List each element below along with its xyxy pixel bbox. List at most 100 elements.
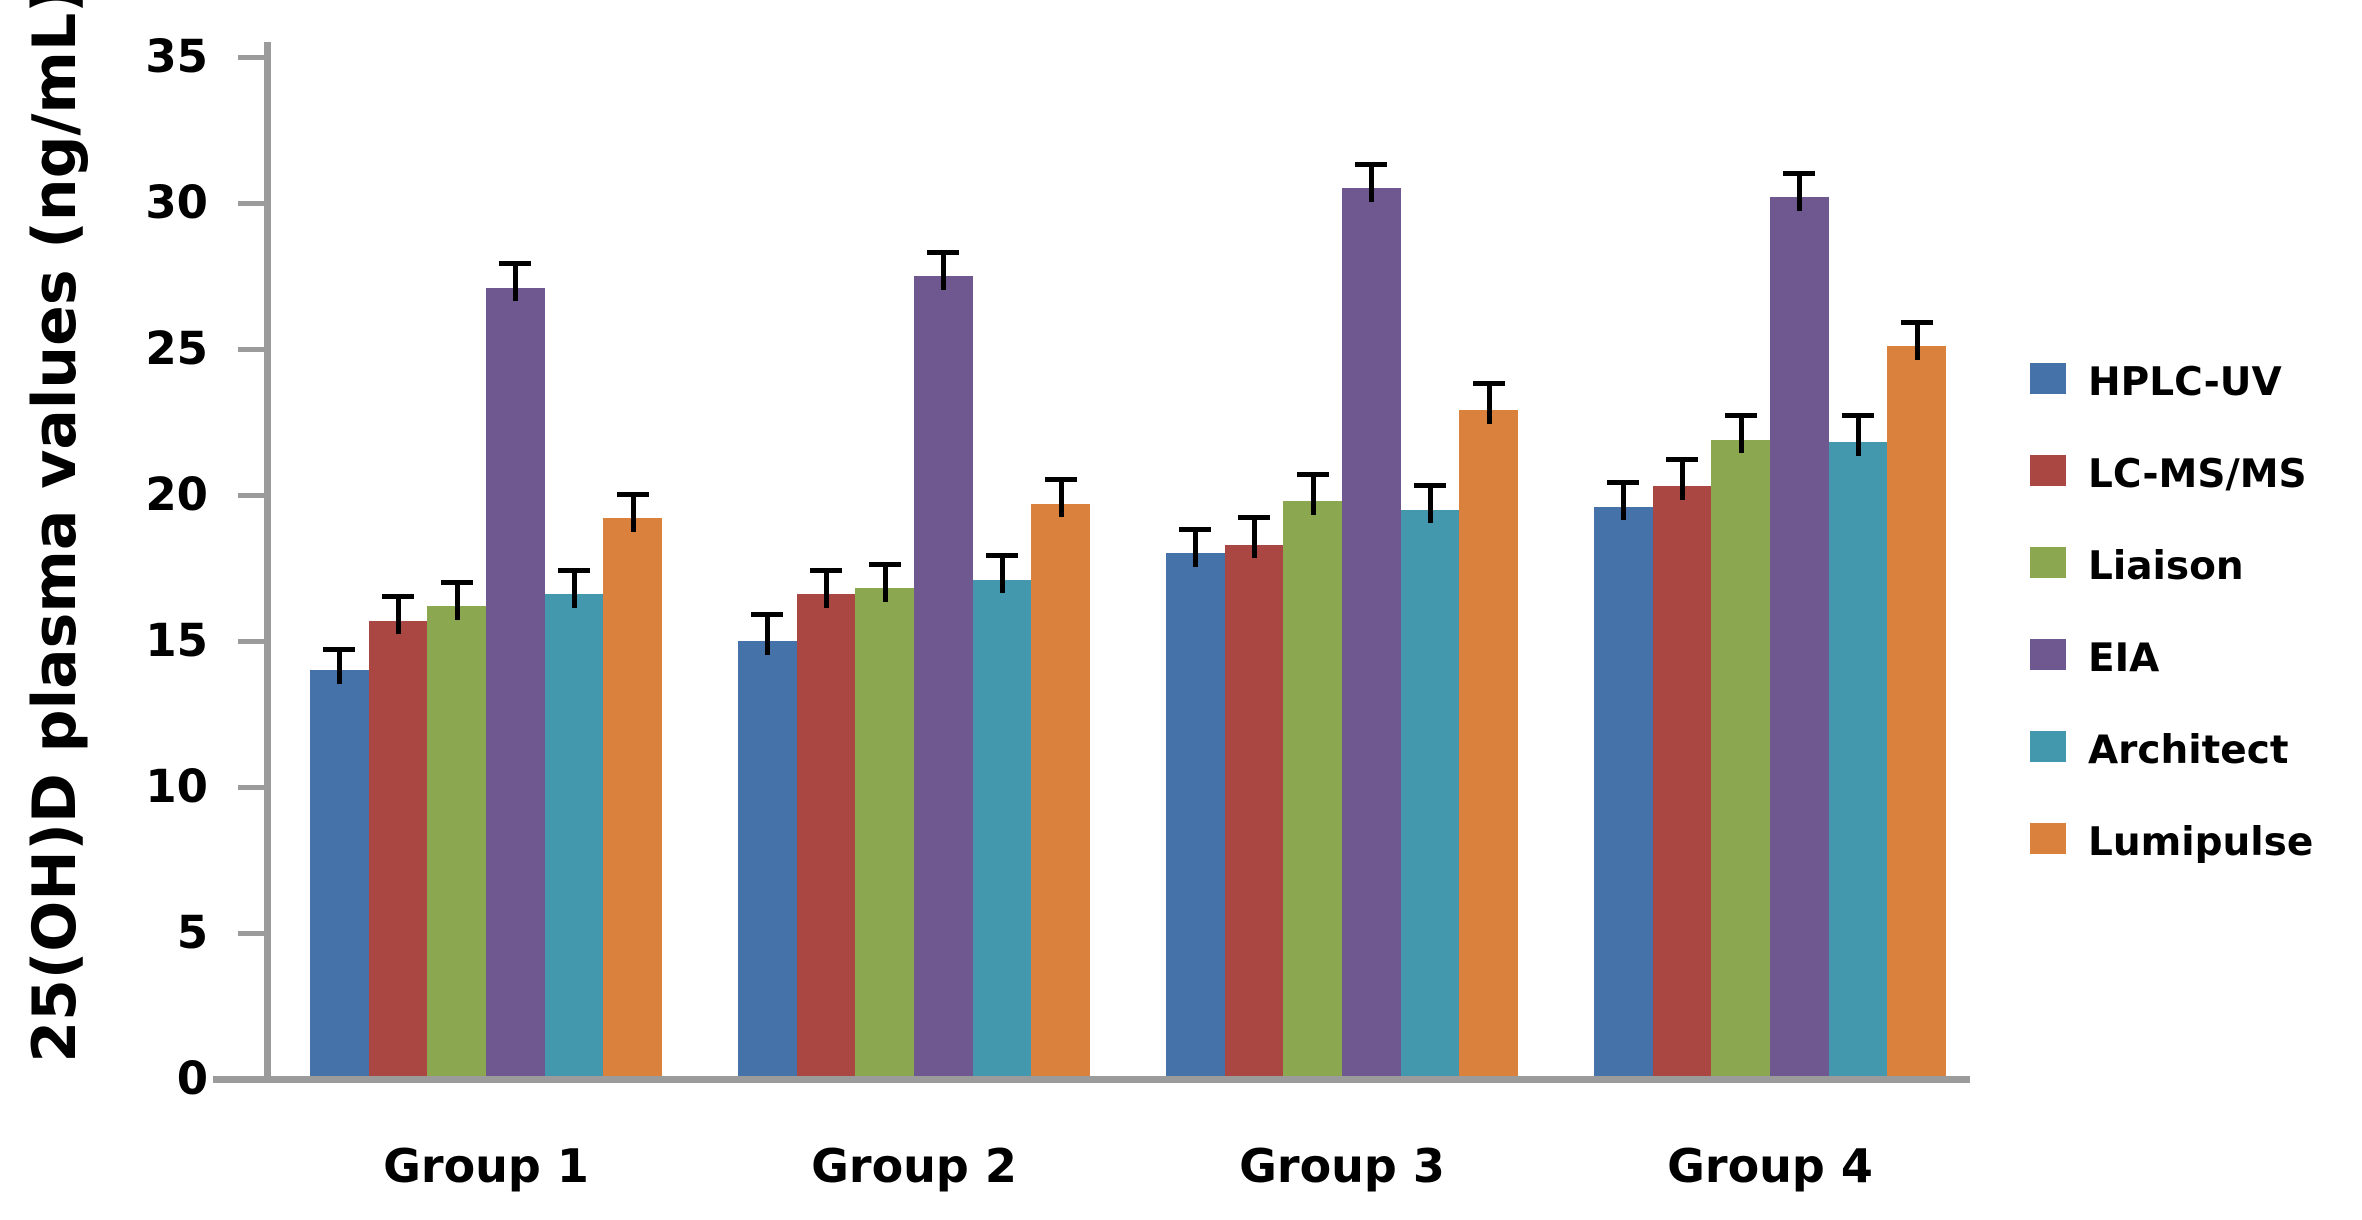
bar-lumipulse-group-4 [1887,346,1946,1076]
bar-eia-group-3 [1342,188,1401,1076]
bar-architect-group-3 [1401,510,1459,1076]
error-bar-stem [1680,457,1685,500]
bar-lc-ms-ms-group-3 [1225,545,1283,1076]
x-axis-label-group-1: Group 1 [383,1139,589,1193]
bar-architect-group-1 [545,594,603,1076]
legend-label-lc-ms-ms: LC-MS/MS [2088,452,2307,497]
bar-architect-group-2 [973,580,1031,1076]
error-bar-cap [1179,527,1211,532]
y-axis-tick-label: 25 [145,322,208,375]
y-axis-tick [238,931,264,936]
x-axis-line [213,1076,1970,1083]
error-bar-stem [1915,320,1920,360]
legend-marker-liaison [2030,547,2066,578]
legend-label-architect: Architect [2088,728,2289,773]
error-bar-cap [382,594,414,599]
error-bar-stem [572,568,577,608]
error-bar-stem [1369,162,1374,202]
error-bar-cap [558,568,590,573]
bar-lc-ms-ms-group-2 [797,594,855,1076]
bar-hplc-uv-group-1 [310,670,369,1076]
x-axis-label-group-3: Group 3 [1239,1139,1445,1193]
y-axis-tick-label: 30 [145,176,208,229]
legend-marker-architect [2030,731,2066,762]
y-axis-tick [238,639,264,644]
bar-lumipulse-group-3 [1459,410,1518,1076]
error-bar-stem [1797,171,1802,211]
y-axis-tick [238,55,264,60]
error-bar-cap [986,553,1018,558]
bar-eia-group-4 [1770,197,1829,1076]
error-bar-cap [927,250,959,255]
y-axis-tick [238,201,264,206]
error-bar-cap [1607,480,1639,485]
error-bar-stem [337,647,342,684]
x-axis-label-group-4: Group 4 [1667,1139,1873,1193]
error-bar-cap [499,261,531,266]
y-axis-tick [238,493,264,498]
error-bar-cap [1842,413,1874,418]
error-bar-cap [1783,171,1815,176]
legend-marker-lumipulse [2030,823,2066,854]
error-bar-cap [869,562,901,567]
legend-label-lumipulse: Lumipulse [2088,820,2314,865]
bar-lumipulse-group-2 [1031,504,1090,1076]
bar-liaison-group-4 [1711,440,1770,1076]
error-bar-stem [824,568,829,608]
error-bar-stem [1428,483,1433,523]
y-axis-tick-label: 15 [145,614,208,667]
error-bar-stem [513,261,518,301]
error-bar-cap [1901,320,1933,325]
error-bar-stem [1193,527,1198,567]
error-bar-stem [883,562,888,602]
error-bar-stem [1621,480,1626,520]
bar-eia-group-2 [914,276,973,1076]
error-bar-stem [631,492,636,532]
y-axis-tick-label: 20 [145,468,208,521]
y-axis-tick-label: 5 [176,906,208,959]
error-bar-stem [1059,477,1064,517]
error-bar-cap [751,612,783,617]
error-bar-stem [1252,515,1257,558]
error-bar-cap [1297,472,1329,477]
bar-hplc-uv-group-4 [1594,507,1653,1076]
error-bar-cap [810,568,842,573]
y-axis-line [264,42,271,1083]
error-bar-stem [941,250,946,290]
error-bar-cap [1725,413,1757,418]
bar-liaison-group-1 [427,606,486,1076]
error-bar-stem [396,594,401,634]
bar-hplc-uv-group-3 [1166,553,1225,1076]
error-bar-cap [1238,515,1270,520]
error-bar-cap [1666,457,1698,462]
bar-liaison-group-3 [1283,501,1342,1076]
error-bar-stem [455,580,460,620]
error-bar-stem [1487,381,1492,424]
bar-lc-ms-ms-group-4 [1653,486,1711,1076]
error-bar-stem [765,612,770,655]
y-axis-tick [238,347,264,352]
y-axis-tick [238,785,264,790]
y-axis-tick-label: 0 [176,1052,208,1105]
legend-label-hplc-uv: HPLC-UV [2088,360,2282,405]
legend-marker-lc-ms-ms [2030,455,2066,486]
error-bar-cap [323,647,355,652]
y-axis-tick-label: 35 [145,30,208,83]
bar-hplc-uv-group-2 [738,641,797,1076]
bar-lc-ms-ms-group-1 [369,621,427,1076]
error-bar-cap [1414,483,1446,488]
error-bar-cap [1355,162,1387,167]
bar-eia-group-1 [486,288,545,1076]
error-bar-stem [1000,553,1005,593]
legend-label-liaison: Liaison [2088,544,2244,589]
bar-lumipulse-group-1 [603,518,662,1076]
y-axis-tick-label: 10 [145,760,208,813]
legend-marker-eia [2030,639,2066,670]
error-bar-stem [1856,413,1861,456]
bar-architect-group-4 [1829,442,1887,1076]
error-bar-stem [1311,472,1316,515]
error-bar-cap [1473,381,1505,386]
